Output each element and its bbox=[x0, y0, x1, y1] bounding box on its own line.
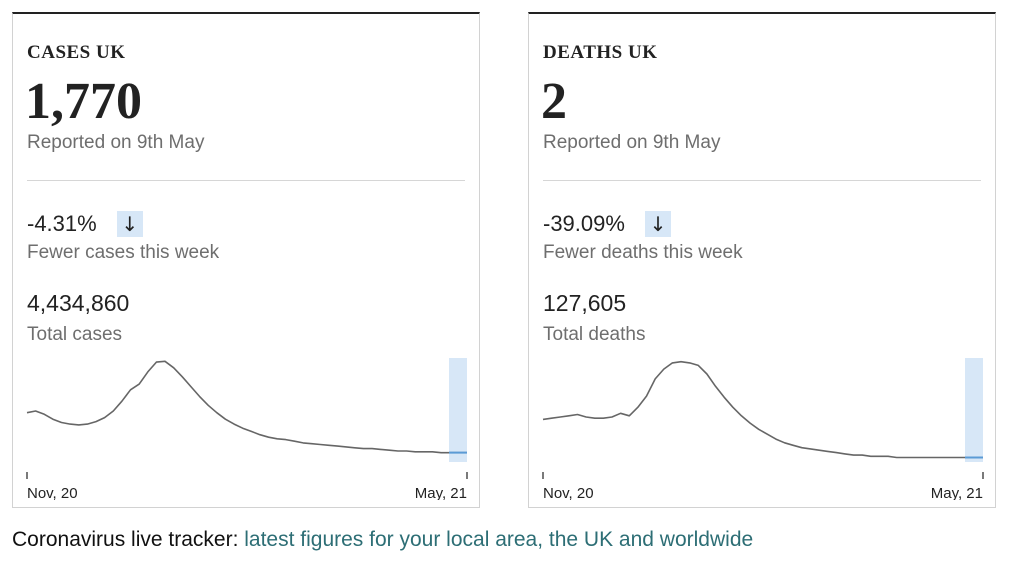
series-line bbox=[26, 360, 467, 454]
footer-prefix: Coronavirus live tracker: bbox=[12, 528, 239, 551]
latest-week-highlight bbox=[965, 358, 983, 462]
latest-week-highlight bbox=[449, 358, 467, 462]
total-cases-label: Total cases bbox=[27, 324, 123, 345]
weekly-change-value: -39.09% bbox=[543, 211, 625, 236]
weekly-change-label: Fewer cases this week bbox=[27, 242, 220, 263]
x-tick-label-end: May, 21 bbox=[415, 485, 467, 500]
divider bbox=[27, 180, 465, 181]
weekly-change-value: -4.31% bbox=[27, 211, 97, 236]
cases-card: CASES UK 1,770 Reported on 9th May -4.31… bbox=[12, 12, 480, 508]
x-tick-label-start: Nov, 20 bbox=[27, 485, 78, 500]
weekly-change-row: -39.09% ↓ bbox=[543, 210, 671, 238]
daily-deaths-number: 2 bbox=[541, 73, 567, 130]
reported-date: Reported on 9th May bbox=[27, 132, 205, 153]
total-deaths-value: 127,605 bbox=[543, 290, 627, 316]
x-tick-label-start: Nov, 20 bbox=[543, 485, 594, 500]
weekly-change-label: Fewer deaths this week bbox=[543, 242, 743, 263]
card-title: CASES UK bbox=[27, 42, 126, 63]
footer-tracker-line: Coronavirus live tracker: latest figures… bbox=[12, 528, 753, 552]
x-tick-label-end: May, 21 bbox=[931, 485, 983, 500]
weekly-change-row: -4.31% ↓ bbox=[27, 210, 143, 238]
deaths-sparkline-chart: Nov, 20 May, 21 bbox=[542, 358, 984, 500]
series-line bbox=[542, 360, 983, 459]
total-deaths-label: Total deaths bbox=[543, 324, 646, 345]
daily-cases-number: 1,770 bbox=[25, 73, 142, 130]
card-title: DEATHS UK bbox=[543, 42, 658, 63]
cases-sparkline-chart: Nov, 20 May, 21 bbox=[26, 358, 468, 500]
reported-date: Reported on 9th May bbox=[543, 132, 721, 153]
tracker-link[interactable]: latest figures for your local area, the … bbox=[244, 528, 754, 551]
divider bbox=[543, 180, 981, 181]
total-cases-value: 4,434,860 bbox=[27, 290, 130, 316]
deaths-card: DEATHS UK 2 Reported on 9th May -39.09% … bbox=[528, 12, 996, 508]
arrow-down-icon: ↓ bbox=[644, 211, 671, 237]
arrow-down-icon: ↓ bbox=[116, 211, 143, 237]
